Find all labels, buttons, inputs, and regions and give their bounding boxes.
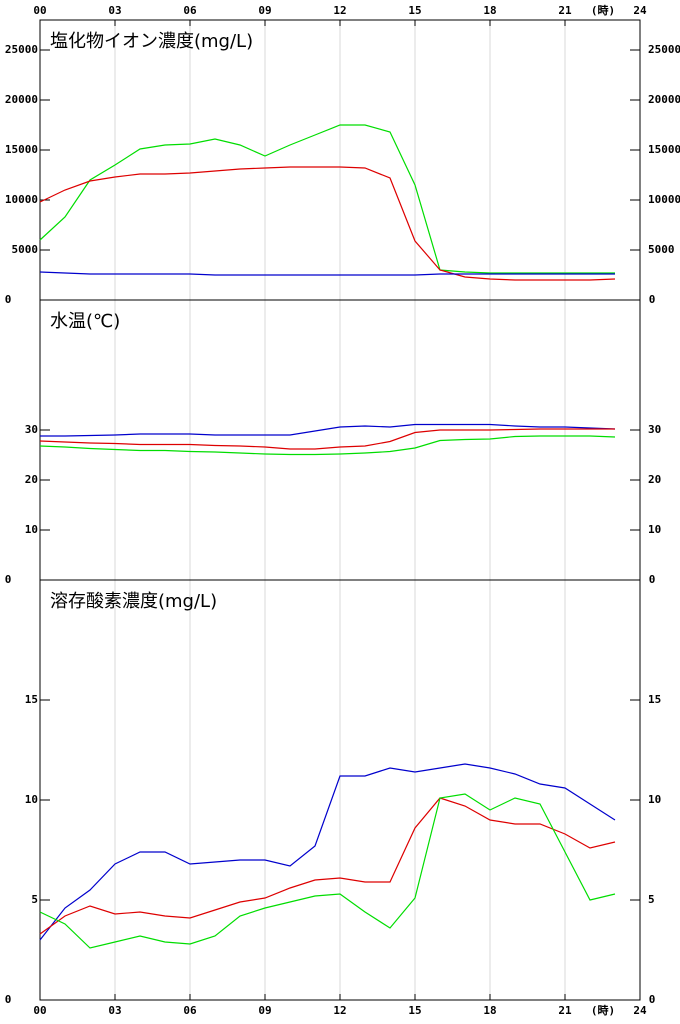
y-tick-label: 5 [31, 893, 38, 906]
y-tick-label-right: 30 [648, 423, 661, 436]
x-tick-label: 03 [108, 4, 121, 17]
panel-title: 水温(℃) [50, 311, 120, 332]
y-tick-label-right: 25000 [648, 43, 680, 56]
y-tick-label: 20000 [5, 93, 38, 106]
series-line [39, 797, 616, 935]
x-tick-label: 09 [258, 4, 271, 17]
y-tick-label: 10 [25, 523, 38, 536]
y-tick-label: 20 [25, 473, 38, 486]
x-unit: (時) [591, 1003, 615, 1017]
x-tick-label: 00 [33, 4, 46, 17]
x-tick-label: 21 [558, 4, 572, 17]
series-line [39, 428, 615, 450]
panel-title: 溶存酸素濃度(mg/L) [50, 591, 217, 612]
panel-title: 塩化物イオン濃度(mg/L) [50, 31, 253, 52]
x-tick-label: 06 [183, 4, 197, 17]
y-tick-label-right: 5000 [648, 243, 675, 256]
y-tick-label: 10 [25, 793, 38, 806]
x-tick-label: 03 [108, 1004, 121, 1017]
series-line [39, 166, 616, 281]
y-tick-label: 15000 [5, 143, 38, 156]
x-tick-label: 15 [408, 4, 421, 17]
y-tick-label: 0 [5, 293, 12, 306]
x-tick-label: 12 [333, 4, 346, 17]
y-tick-label-right: 20000 [648, 93, 680, 106]
x-tick-label: 21 [558, 1004, 572, 1017]
y-tick-label: 25000 [5, 43, 38, 56]
y-tick-label-right: 10 [648, 793, 661, 806]
y-tick-label-right: 10 [648, 523, 661, 536]
x-tick-label: 24 [633, 4, 647, 17]
y-tick-label-right: 0 [649, 573, 656, 586]
x-tick-label: 18 [483, 4, 496, 17]
series-line [39, 793, 616, 949]
series-line [40, 423, 616, 437]
y-tick-label-right: 10000 [648, 193, 680, 206]
x-tick-label: 18 [483, 1004, 496, 1017]
series-line [39, 271, 615, 276]
y-tick-label-right: 15 [648, 693, 661, 706]
y-tick-label: 15 [25, 693, 38, 706]
x-tick-label: 06 [183, 1004, 197, 1017]
y-tick-label: 30 [25, 423, 38, 436]
y-tick-label-right: 20 [648, 473, 661, 486]
series-line [39, 763, 616, 941]
y-tick-label-right: 0 [649, 993, 656, 1006]
x-tick-label: 00 [33, 1004, 46, 1017]
series-line [39, 435, 616, 456]
series-line [39, 124, 615, 274]
x-tick-label: 12 [333, 1004, 346, 1017]
y-tick-label: 10000 [5, 193, 38, 206]
x-tick-label: 15 [408, 1004, 421, 1017]
y-tick-label: 0 [5, 573, 12, 586]
y-tick-label-right: 5 [648, 893, 655, 906]
y-tick-label-right: 15000 [648, 143, 680, 156]
x-tick-label: 24 [633, 1004, 647, 1017]
y-tick-label: 5000 [12, 243, 39, 256]
x-unit: (時) [591, 3, 615, 17]
y-tick-label: 0 [5, 993, 12, 1006]
y-tick-label-right: 0 [649, 293, 656, 306]
x-tick-label: 09 [258, 1004, 271, 1017]
